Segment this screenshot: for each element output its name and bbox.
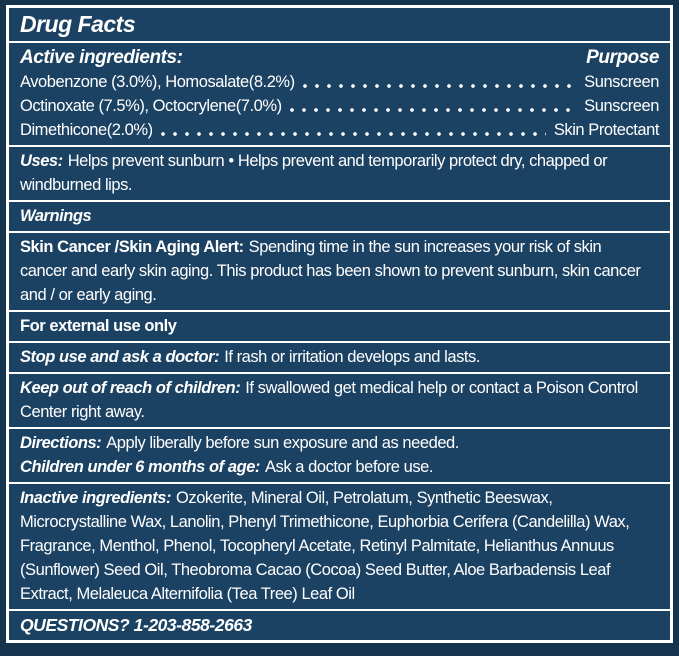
uses-label: Uses: [20, 152, 63, 170]
stop-use-text: If rash or irritation develops and lasts… [224, 348, 480, 366]
directions-line: Directions: Apply liberally before sun ex… [20, 431, 659, 455]
keep-out-of-reach-section: Keep out of reach of children: If swallow… [9, 372, 670, 427]
skin-cancer-alert-section: Skin Cancer /Skin Aging Alert: Spending t… [9, 231, 670, 310]
uses-text: Helps prevent sunburn • Helps prevent an… [20, 152, 608, 194]
ingredient-purpose: Sunscreen [584, 97, 659, 115]
stop-use-section: Stop use and ask a doctor: If rash or irr… [9, 341, 670, 372]
inactive-ingredients-text: Ozokerite, Mineral Oil, Petrolatum, Synt… [20, 489, 630, 603]
directions-label: Directions: [20, 434, 102, 452]
questions-section: QUESTIONS? 1-203-858-2663 [9, 609, 670, 640]
title-section: Drug Facts [9, 8, 670, 41]
active-ingredients-header: Active ingredients: Purpose [20, 45, 659, 70]
children-line: Children under 6 months of age: Ask a doc… [20, 455, 659, 479]
ingredient-name: Dimethicone(2.0%) [20, 121, 153, 139]
dot-leader [155, 118, 552, 142]
uses-section: Uses: Helps prevent sunburn • Helps preve… [9, 145, 670, 200]
warnings-heading: Warnings [20, 207, 92, 225]
ingredient-row: Avobenzone (3.0%), Homosalate(8.2%) Suns… [20, 70, 659, 94]
ingredient-name: Octinoxate (7.5%), Octocrylene(7.0%) [20, 97, 282, 115]
ingredient-purpose: Sunscreen [584, 73, 659, 91]
children-label: Children under 6 months of age: [20, 458, 260, 476]
active-ingredients-heading: Active ingredients: [20, 47, 183, 68]
questions-phone-text: QUESTIONS? 1-203-858-2663 [20, 615, 252, 635]
ingredient-purpose: Skin Protectant [553, 121, 660, 139]
keep-out-text: If swallowed get medical help or contact… [20, 379, 638, 421]
active-ingredients-section: Active ingredients: Purpose Avobenzone (… [9, 41, 670, 145]
inactive-ingredients-section: Inactive ingredients: Ozokerite, Mineral … [9, 482, 670, 609]
purpose-heading: Purpose [586, 47, 659, 68]
alert-label: Skin Cancer /Skin Aging Alert: [20, 238, 244, 256]
dot-leader [297, 70, 582, 94]
alert-text: Spending time in the sun increases your … [20, 238, 641, 304]
inactive-ingredients-label: Inactive ingredients: [20, 489, 172, 507]
ingredient-name: Avobenzone (3.0%), Homosalate(8.2%) [20, 73, 295, 91]
warnings-section: Warnings [9, 200, 670, 231]
ingredient-row: Dimethicone(2.0%) Skin Protectant [20, 118, 659, 142]
ingredient-row: Octinoxate (7.5%), Octocrylene(7.0%) Sun… [20, 94, 659, 118]
directions-section: Directions: Apply liberally before sun ex… [9, 427, 670, 482]
label-frame: Drug Facts Active ingredients: Purpose A… [6, 5, 673, 643]
drug-facts-title: Drug Facts [20, 11, 136, 37]
children-text: Ask a doctor before use. [264, 458, 434, 476]
external-use-section: For external use only [9, 310, 670, 341]
external-use-text: For external use only [20, 317, 177, 335]
keep-out-label: Keep out of reach of children: [20, 379, 241, 397]
dot-leader [284, 94, 582, 118]
stop-use-label: Stop use and ask a doctor: [20, 348, 220, 366]
directions-text: Apply liberally before sun exposure and … [106, 434, 459, 452]
